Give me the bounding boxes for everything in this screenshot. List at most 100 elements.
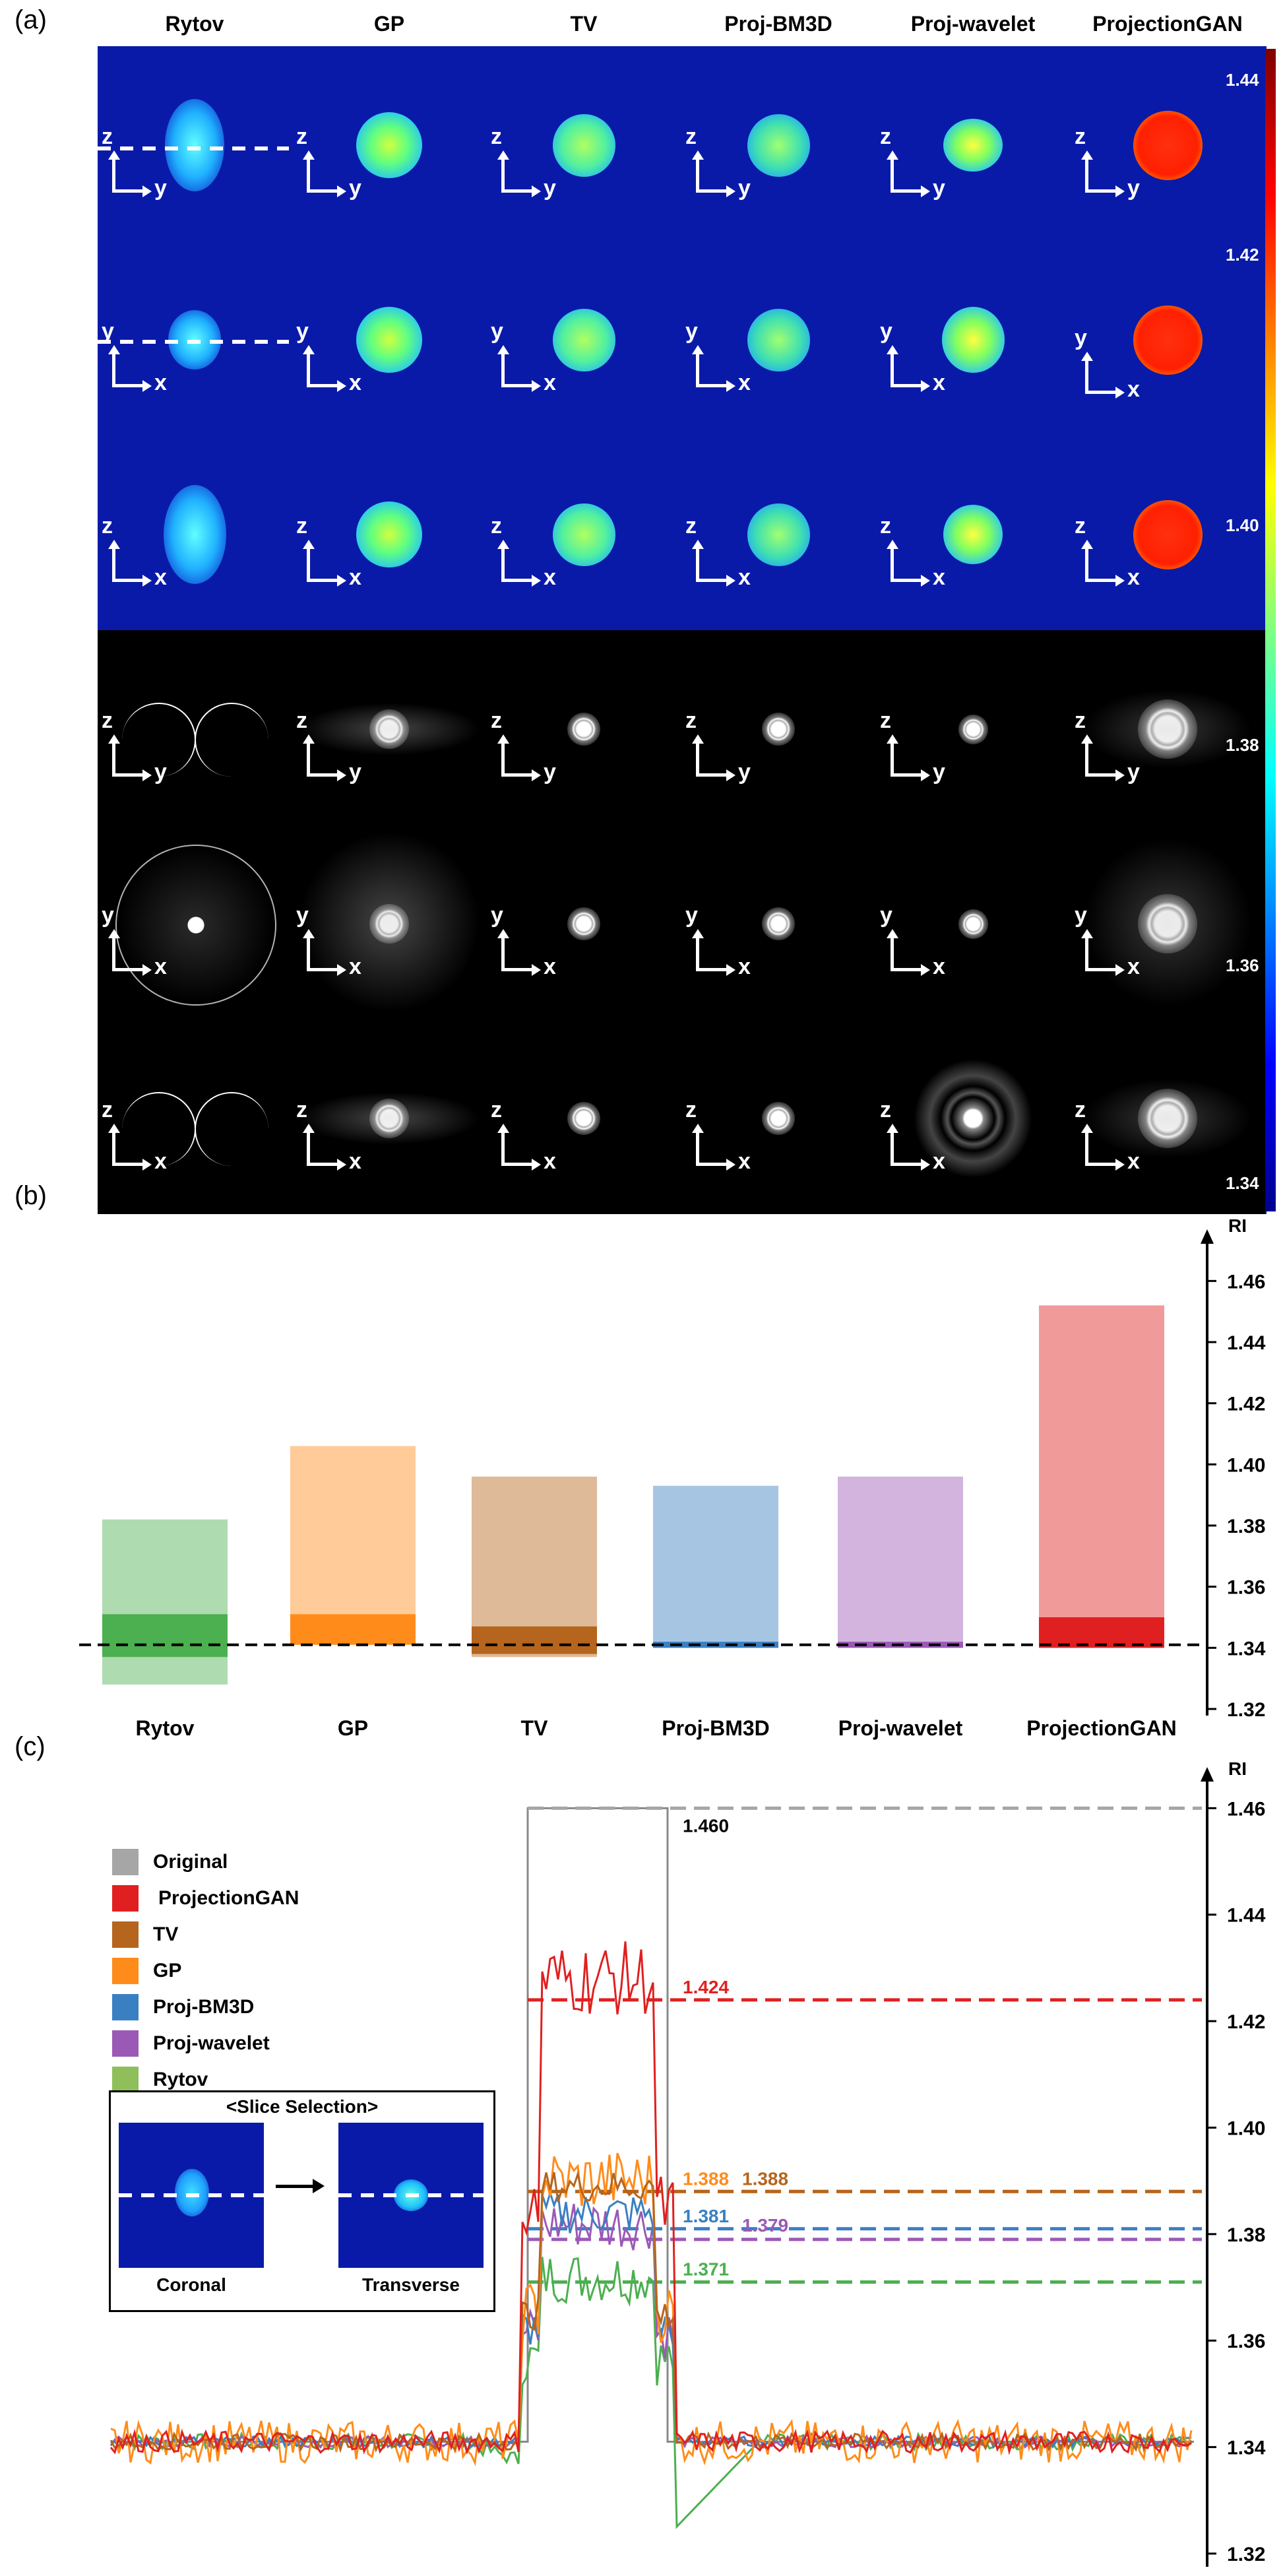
column-header-0: Rytov: [165, 12, 224, 36]
axis-up-arrow-icon: [497, 1124, 509, 1133]
y-tick-label: 1.42: [1227, 2011, 1265, 2033]
ri-blob: [1133, 499, 1203, 569]
axis-horizontal-line: [501, 384, 533, 387]
axis-horizontal-line: [891, 384, 922, 387]
axis-vertical-line: [307, 158, 310, 193]
axis-horizontal-line: [112, 579, 144, 582]
legend-swatch: [112, 2030, 139, 2057]
y-tick-label: 1.46: [1227, 1271, 1265, 1293]
ri-blob: [165, 99, 224, 191]
axis-vertical-line: [501, 1132, 505, 1166]
y-tick-label: 1.38: [1227, 1516, 1265, 1537]
axis-label-vertical: y: [491, 319, 503, 344]
distribution-5: [1039, 1305, 1164, 1648]
axis-label-vertical: z: [491, 124, 502, 149]
axis-right-arrow-icon: [726, 769, 735, 781]
ri-blob: [552, 113, 615, 177]
axis-horizontal-line: [696, 773, 728, 777]
k-space-spot: [567, 1102, 600, 1135]
axis-horizontal-line: [1085, 1163, 1117, 1166]
axis-label-horizontal: x: [933, 954, 945, 979]
k-space-spot: [567, 713, 600, 746]
axis-horizontal-line: [696, 189, 728, 193]
axis-vertical-line: [1085, 158, 1088, 193]
axis-up-arrow-icon: [497, 929, 509, 938]
coronal-thumbnail: [119, 2123, 264, 2268]
axis-right-arrow-icon: [337, 575, 346, 587]
axis-label-horizontal: x: [544, 565, 556, 590]
axis-label-vertical: z: [685, 513, 697, 538]
axis-horizontal-line: [501, 1163, 533, 1166]
axis-label-vertical: z: [296, 708, 307, 733]
distribution-range-bar: [838, 1476, 963, 1648]
axis-vertical-line: [696, 742, 699, 777]
legend-swatch: [112, 1921, 139, 1948]
axis-vertical-line: [501, 548, 505, 582]
y-tick-label: 1.32: [1227, 2544, 1265, 2565]
axis-up-arrow-icon: [692, 1124, 704, 1133]
mean-value-label: 1.379: [742, 2215, 788, 2236]
axis-vertical-line: [307, 937, 310, 971]
y-axis-label: RI: [1228, 1215, 1247, 1236]
axis-label-vertical: z: [296, 124, 307, 149]
mean-value-label: 1.388: [742, 2168, 788, 2189]
k-space-spot: [762, 713, 795, 746]
axis-label-horizontal: y: [349, 176, 361, 201]
axis-label-vertical: z: [1075, 1097, 1086, 1122]
arrow-icon: [313, 2179, 325, 2193]
axis-vertical-line: [112, 1132, 115, 1166]
axis-up-arrow-icon: [1081, 1124, 1093, 1133]
axis-label-horizontal: x: [738, 565, 751, 590]
axis-right-arrow-icon: [726, 575, 735, 587]
axis-right-arrow-icon: [337, 964, 346, 976]
axis-right-arrow-icon: [1115, 964, 1125, 976]
axis-vertical-line: [307, 742, 310, 777]
distribution-3: [653, 1485, 778, 1648]
axis-label-vertical: z: [1075, 513, 1086, 538]
axis-right-arrow-icon: [142, 185, 152, 197]
ri-blob: [747, 308, 810, 371]
k-space-spot: [958, 909, 988, 939]
y-tick-label: 1.32: [1227, 1699, 1265, 1721]
k-space-haze: [299, 1092, 480, 1145]
legend-swatch: [112, 1958, 139, 1984]
column-header-2: TV: [570, 12, 598, 36]
axis-vertical-line: [891, 158, 894, 193]
y-tick-label: 1.36: [1227, 2331, 1265, 2352]
axis-label-vertical: y: [1075, 903, 1087, 928]
axis-up-arrow-icon: [303, 1124, 315, 1133]
axis-right-arrow-icon: [532, 1159, 541, 1171]
category-label: TV: [521, 1716, 549, 1740]
legend-label: GP: [153, 1960, 182, 1981]
colorbar-tick-0: 1.44: [1226, 70, 1259, 90]
axis-right-arrow-icon: [142, 769, 152, 781]
column-header-5: ProjectionGAN: [1092, 12, 1243, 36]
axis-right-arrow-icon: [726, 185, 735, 197]
distribution-range-bar: [1039, 1305, 1164, 1648]
axis-label-horizontal: x: [544, 954, 556, 979]
distribution-0: [102, 1519, 228, 1685]
axis-horizontal-line: [696, 968, 728, 971]
axis-label-horizontal: x: [544, 1149, 556, 1174]
axis-right-arrow-icon: [921, 380, 930, 392]
axis-label-vertical: z: [102, 513, 113, 538]
y-tick-label: 1.38: [1227, 2224, 1265, 2246]
axis-up-arrow-icon: [692, 150, 704, 160]
axis-right-arrow-icon: [921, 575, 930, 587]
axis-label-vertical: z: [296, 1097, 307, 1122]
axis-label-vertical: y: [880, 903, 892, 928]
axis-vertical-line: [501, 937, 505, 971]
axis-right-arrow-icon: [1115, 1159, 1125, 1171]
axis-label-horizontal: x: [544, 370, 556, 395]
